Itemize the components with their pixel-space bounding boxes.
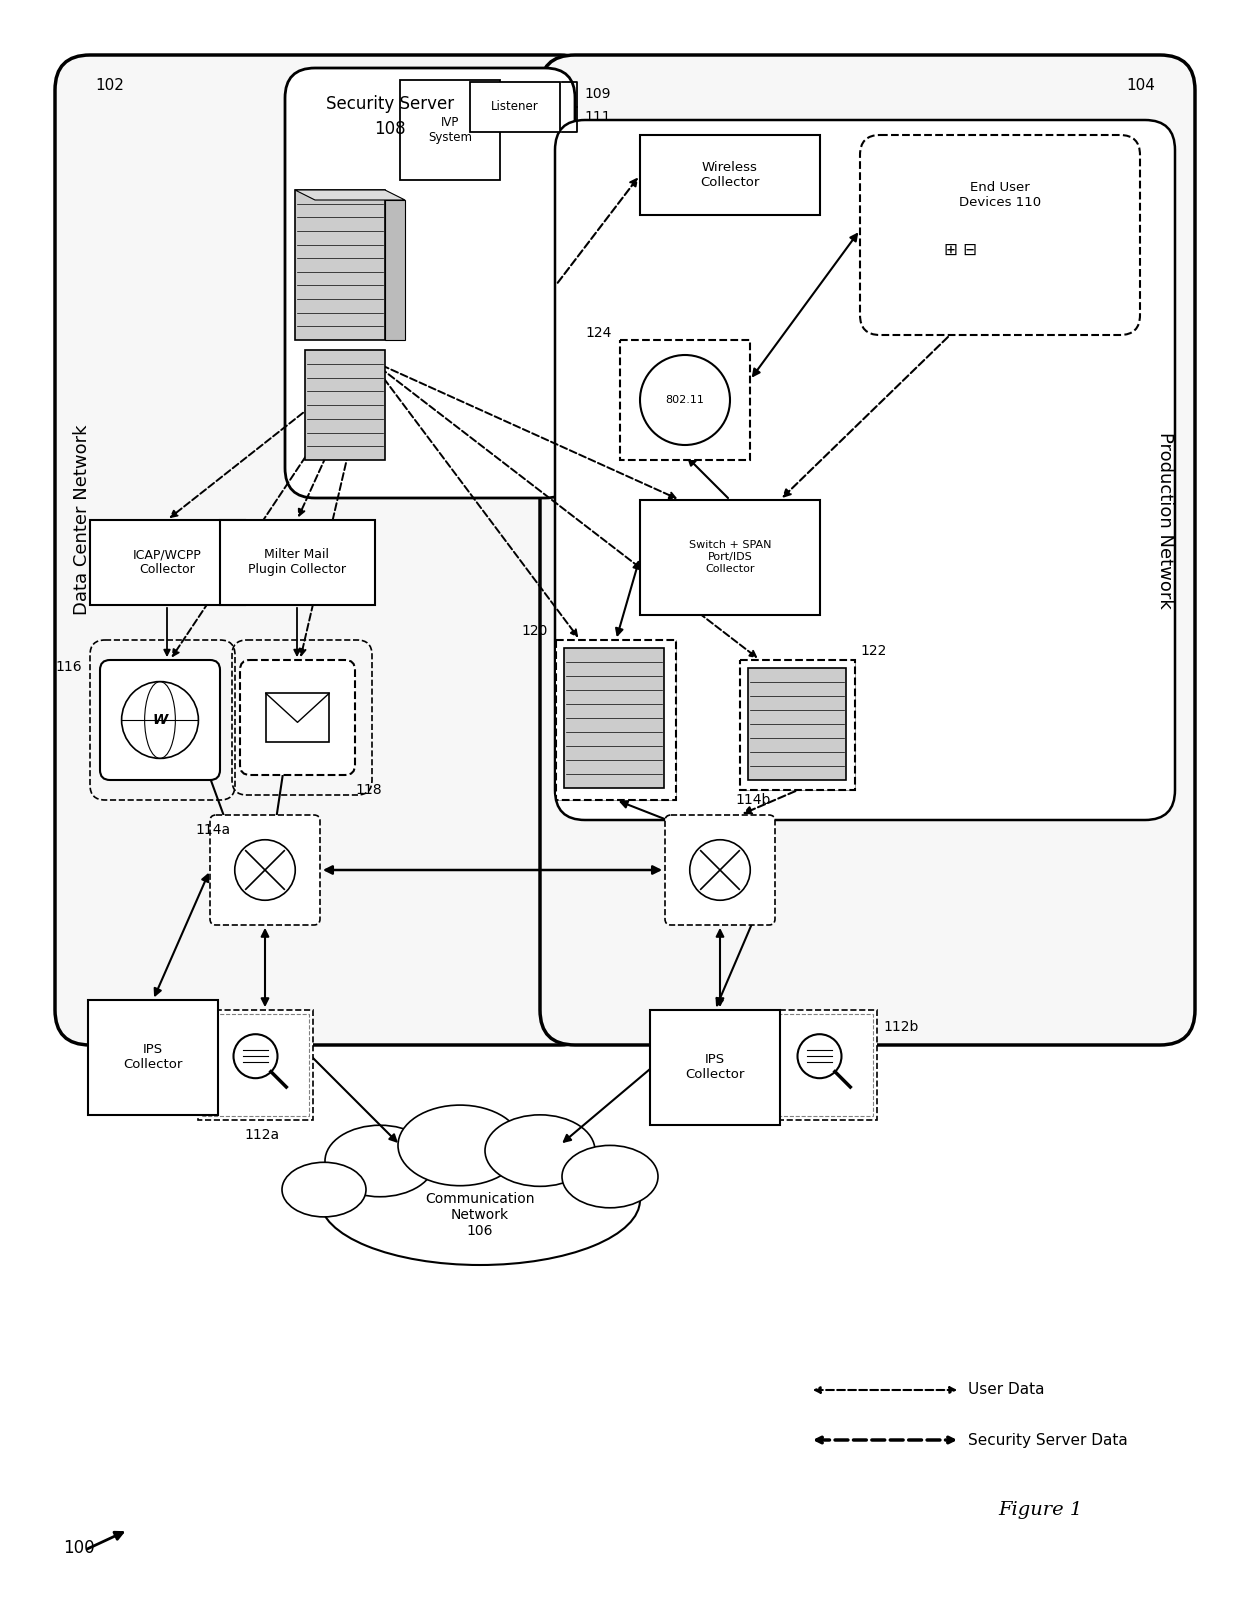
FancyBboxPatch shape <box>55 54 595 1044</box>
FancyBboxPatch shape <box>539 54 1195 1044</box>
Bar <box>748 668 846 779</box>
Bar <box>650 1009 780 1124</box>
FancyBboxPatch shape <box>241 660 355 775</box>
Text: Listener: Listener <box>491 101 539 113</box>
Bar <box>295 190 384 340</box>
Text: 112b: 112b <box>883 1020 919 1033</box>
Text: Figure 1: Figure 1 <box>998 1501 1083 1519</box>
Text: 100: 100 <box>63 1540 94 1557</box>
Bar <box>740 660 856 791</box>
Ellipse shape <box>320 1135 640 1265</box>
FancyBboxPatch shape <box>210 814 320 925</box>
Text: Data Center Network: Data Center Network <box>73 425 91 615</box>
Text: User Data: User Data <box>968 1383 1044 1397</box>
Bar <box>763 1009 877 1119</box>
Text: Milter Mail
Plugin Collector: Milter Mail Plugin Collector <box>248 548 346 577</box>
FancyBboxPatch shape <box>285 69 575 498</box>
Ellipse shape <box>562 1145 658 1207</box>
Text: Wireless
Collector: Wireless Collector <box>701 161 760 188</box>
FancyBboxPatch shape <box>665 814 775 925</box>
Bar <box>384 200 405 340</box>
Text: W: W <box>153 712 167 727</box>
FancyBboxPatch shape <box>861 136 1140 335</box>
Bar <box>219 521 374 605</box>
Text: End User
Devices 110: End User Devices 110 <box>959 180 1042 209</box>
Text: 112a: 112a <box>244 1127 280 1142</box>
Text: 124: 124 <box>585 326 613 340</box>
Bar <box>740 660 856 791</box>
Bar <box>766 1014 873 1116</box>
Text: 122: 122 <box>861 644 887 658</box>
Text: 114b: 114b <box>735 794 770 806</box>
Bar <box>470 81 560 133</box>
Text: ⊞ ⊟: ⊞ ⊟ <box>944 241 977 259</box>
Text: 104: 104 <box>1126 78 1154 93</box>
Bar <box>91 521 246 605</box>
Text: Communication
Network
106: Communication Network 106 <box>425 1191 534 1238</box>
Text: IPS
Collector: IPS Collector <box>123 1043 182 1072</box>
Bar <box>202 1014 309 1116</box>
Polygon shape <box>295 190 405 200</box>
Bar <box>305 350 384 460</box>
Text: 111: 111 <box>584 110 610 125</box>
Text: 802.11: 802.11 <box>666 394 704 406</box>
Text: ICAP/WCPP
Collector: ICAP/WCPP Collector <box>133 548 201 577</box>
Bar <box>640 136 820 216</box>
Text: Switch + SPAN
Port/IDS
Collector: Switch + SPAN Port/IDS Collector <box>688 540 771 573</box>
Text: 102: 102 <box>95 78 124 93</box>
Bar <box>265 693 329 741</box>
Bar <box>564 648 663 787</box>
Text: 120: 120 <box>522 624 548 637</box>
Bar <box>620 340 750 460</box>
Bar <box>556 640 676 800</box>
Ellipse shape <box>398 1105 522 1185</box>
Ellipse shape <box>485 1115 595 1187</box>
Text: 109: 109 <box>584 86 610 101</box>
Bar <box>88 1000 218 1115</box>
Text: Production Network: Production Network <box>1156 431 1174 608</box>
FancyBboxPatch shape <box>100 660 219 779</box>
Ellipse shape <box>281 1163 366 1217</box>
Bar <box>556 640 676 800</box>
Text: IVP
System: IVP System <box>428 117 472 144</box>
Text: Security Server: Security Server <box>326 94 454 113</box>
Ellipse shape <box>325 1126 435 1196</box>
Text: 118: 118 <box>356 783 382 797</box>
Bar <box>640 500 820 615</box>
Text: IPS
Collector: IPS Collector <box>686 1052 745 1081</box>
Text: Security Server Data: Security Server Data <box>968 1433 1127 1447</box>
Text: 114a: 114a <box>195 822 231 837</box>
Text: 116: 116 <box>56 660 82 674</box>
Bar <box>401 80 500 180</box>
Bar <box>198 1009 312 1119</box>
FancyBboxPatch shape <box>556 120 1176 819</box>
Text: 108: 108 <box>374 120 405 137</box>
